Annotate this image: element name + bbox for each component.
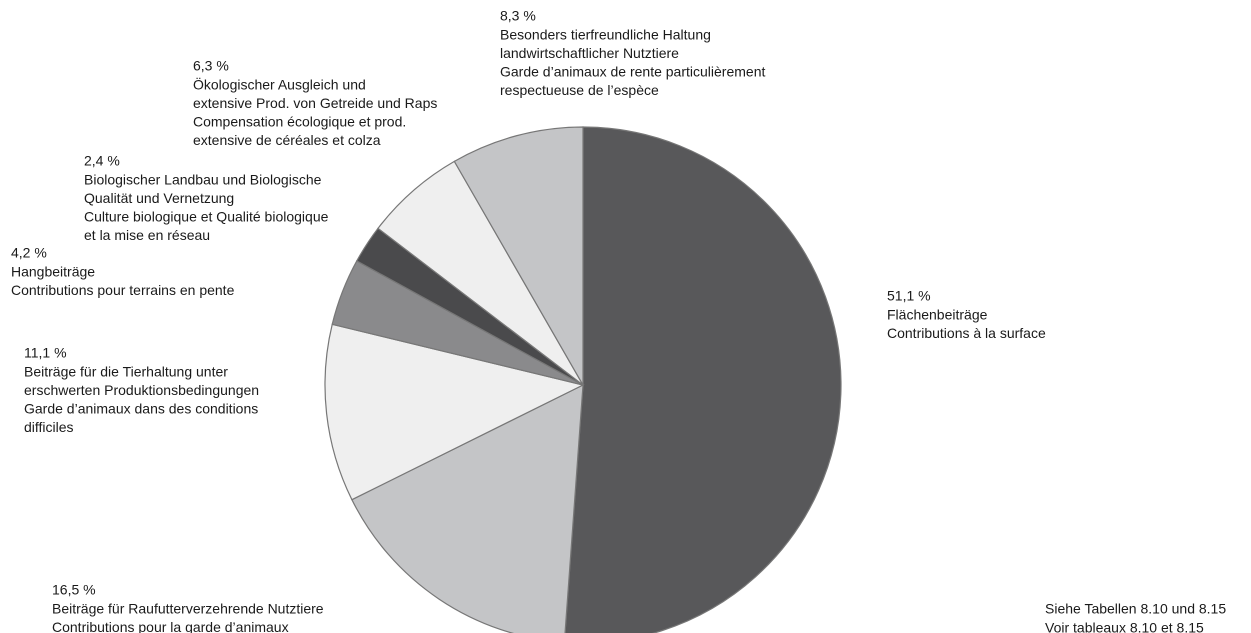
slice-label: extensive de céréales et colza — [193, 132, 381, 148]
slice-label: Ökologischer Ausgleich und — [193, 75, 366, 92]
slice-label: Hangbeiträge — [11, 263, 95, 279]
slice-label: Qualität und Vernetzung — [84, 190, 234, 206]
pie-slice — [564, 126, 842, 633]
pie-slice — [324, 323, 585, 501]
slice-label: Contributions pour terrains en pente — [11, 282, 235, 298]
note: Voir tableaux 8.10 et 8.15 — [1045, 619, 1204, 633]
slice-label: difficiles — [24, 419, 74, 435]
slice-label: erschwerten Produktionsbedingungen — [24, 382, 259, 398]
slice-label: et la mise en réseau — [84, 227, 210, 243]
pie-slice — [453, 126, 584, 388]
slice-value-label: 2,4 % — [84, 153, 120, 169]
slice-label: Contributions à la surface — [887, 325, 1046, 341]
slice-label: Flächenbeiträge — [887, 306, 988, 322]
slice-label: Biologischer Landbau und Biologische — [84, 171, 322, 187]
slice-label: Beiträge für Raufutterverzehrende Nutzti… — [52, 600, 324, 616]
slice-label: Besonders tierfreundliche Haltung — [500, 26, 711, 42]
slice-value-label: 11,1 % — [24, 345, 67, 361]
slice-label: Garde d’animaux dans des conditions — [24, 401, 258, 417]
slice-label: respectueuse de l’espèce — [500, 82, 659, 98]
slice-value-label: 51,1 % — [887, 288, 931, 304]
slice-label: extensive Prod. von Getreide und Raps — [193, 95, 437, 111]
slice-label: Garde d’animaux de rente particulièremen… — [500, 64, 765, 80]
slice-value-label: 4,2 % — [11, 245, 47, 261]
slice-label: Culture biologique et Qualité biologique — [84, 209, 329, 225]
slice-label: landwirtschaftlicher Nutztiere — [500, 45, 679, 61]
slice-label: Beiträge für die Tierhaltung unter — [24, 363, 228, 379]
slice-value-label: 6,3 % — [193, 58, 229, 74]
slice-label: Contributions pour la garde d’animaux — [52, 619, 289, 633]
slice-value-label: 8,3 % — [500, 8, 536, 24]
pie-slice — [351, 383, 584, 633]
slice-label: Compensation écologique et prod. — [193, 114, 406, 130]
slice-value-label: 16,5 % — [52, 582, 96, 598]
note: Siehe Tabellen 8.10 und 8.15 — [1045, 601, 1226, 617]
